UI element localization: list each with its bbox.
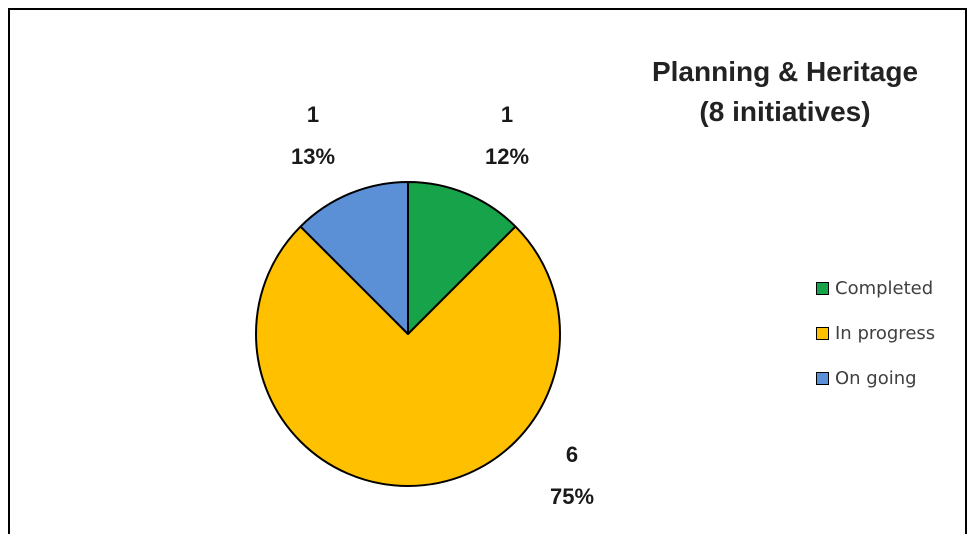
data-label-value-completed: 1 <box>501 102 513 127</box>
legend-item-completed: Completed <box>816 277 935 299</box>
chart-title-line-2: (8 initiatives) <box>699 96 871 127</box>
legend-swatch-completed <box>816 281 829 295</box>
data-label-value-in-progress: 6 <box>566 442 578 467</box>
legend-item-in-progress: In progress <box>816 322 935 344</box>
legend: Completed In progress On going <box>816 277 935 412</box>
pie-slice-on-going <box>299 181 409 335</box>
chart-border-right <box>965 8 967 534</box>
legend-swatch-on-going <box>816 371 829 385</box>
data-label-percent-completed: 12% <box>485 144 529 169</box>
data-label-value-on-going: 1 <box>307 102 319 127</box>
legend-swatch-in-progress <box>816 326 829 340</box>
legend-label-in-progress: In progress <box>835 322 936 344</box>
legend-label-completed: Completed <box>835 277 934 299</box>
data-label-percent-on-going: 13% <box>291 144 335 169</box>
chart-title: Planning & Heritage (8 initiatives) <box>600 52 967 132</box>
legend-label-on-going: On going <box>835 367 917 389</box>
pie-slice-in-progress <box>255 225 561 487</box>
data-label-percent-in-progress: 75% <box>550 484 594 509</box>
pie-slice-completed <box>407 181 517 335</box>
chart-border <box>8 8 967 534</box>
chart-title-line-1: Planning & Heritage <box>651 56 919 87</box>
legend-item-on-going: On going <box>816 367 935 389</box>
